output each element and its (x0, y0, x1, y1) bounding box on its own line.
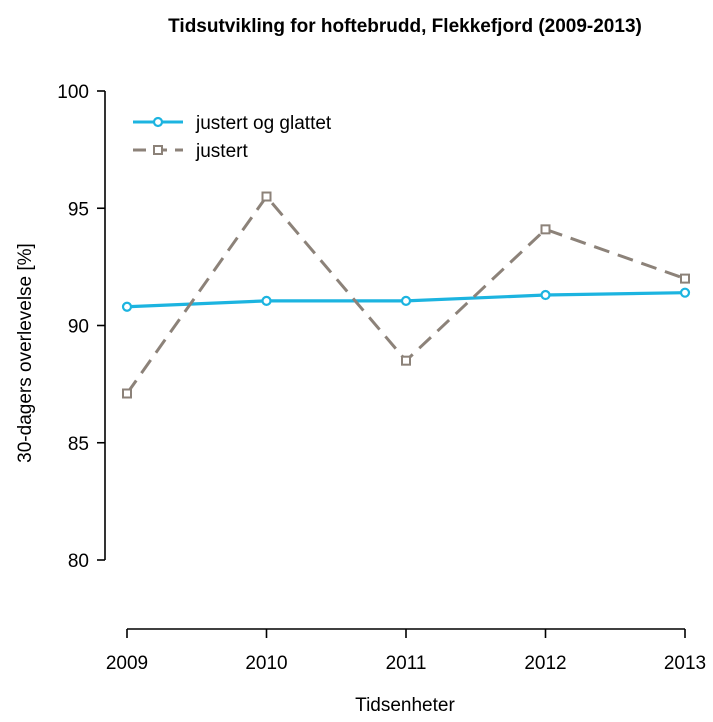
x-axis-label: Tidsenheter (355, 695, 455, 716)
data-point (121, 301, 133, 312)
legend-item: justert og glattet (133, 113, 332, 134)
y-axis-label: 30-dagers overlevelse [%] (15, 243, 36, 463)
x-tick-label: 2010 (245, 653, 287, 674)
series-1 (122, 191, 690, 399)
y-tick-label: 95 (68, 199, 89, 220)
y-tick-label: 90 (68, 317, 89, 338)
series-layer (121, 191, 691, 399)
data-point (401, 355, 411, 366)
legend-marker (152, 116, 164, 128)
legend-label: justert (195, 141, 248, 162)
y-tick-label: 80 (68, 551, 89, 572)
y-axis: 80 85 90 95 100 (57, 82, 106, 572)
data-point (261, 191, 272, 202)
data-point (680, 273, 690, 284)
data-point (261, 295, 272, 306)
x-tick-label: 2013 (664, 653, 706, 674)
data-point (540, 289, 551, 301)
series-0 (121, 287, 691, 312)
legend-item: justert (133, 141, 248, 162)
data-point (400, 295, 412, 306)
data-point (122, 388, 132, 399)
x-tick-label: 2011 (386, 653, 427, 674)
x-tick-label: 2009 (106, 653, 148, 674)
legend-marker (153, 145, 163, 155)
chart-title: Tidsutvikling for hoftebrudd, Flekkefjor… (168, 16, 642, 37)
x-tick-label: 2012 (524, 653, 566, 674)
x-axis: 2009 2010 2011 2012 2013 (106, 628, 706, 674)
y-tick-label: 85 (68, 434, 89, 455)
legend-label: justert og glattet (195, 113, 332, 134)
y-tick-label: 100 (57, 82, 89, 103)
data-point (679, 287, 691, 298)
data-point (540, 224, 551, 235)
legend: justert og glattet justert (133, 113, 332, 162)
